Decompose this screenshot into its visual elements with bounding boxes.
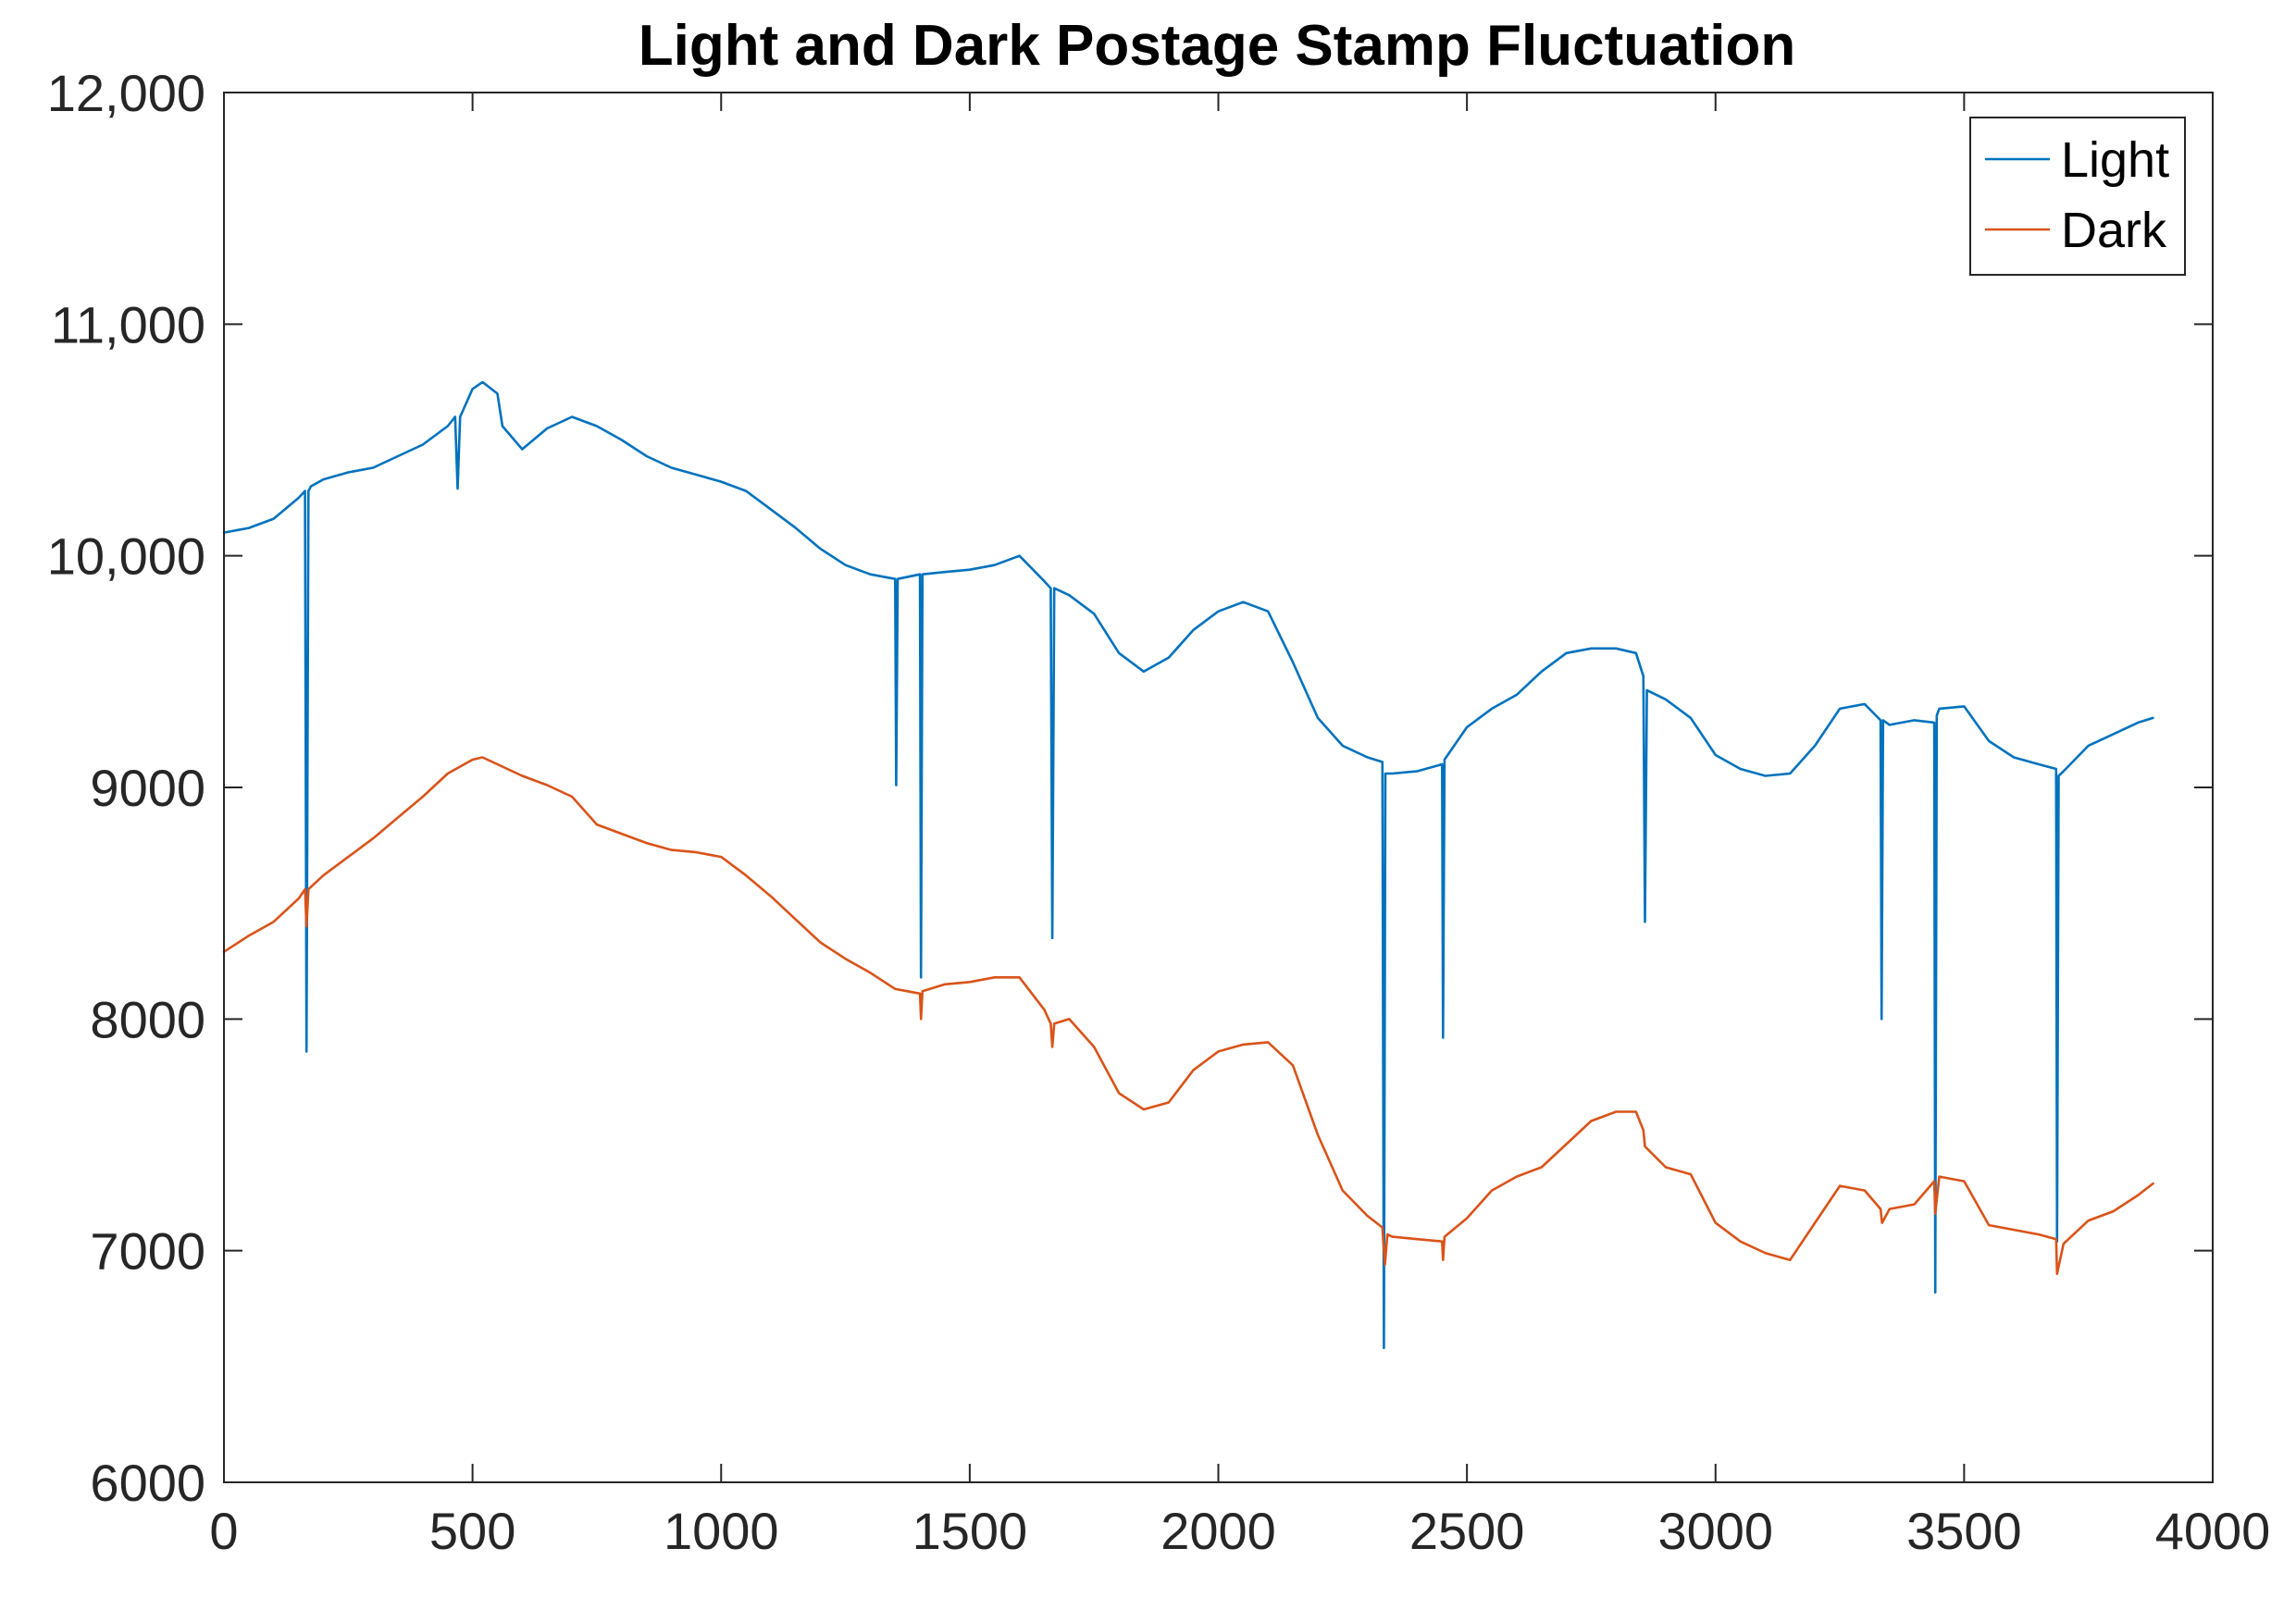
y-tick-label: 12,000 [47,64,205,122]
series-layer [222,380,2154,1350]
legend-label-light: Light [2061,132,2169,188]
x-tick-label: 4000 [2155,1502,2271,1560]
y-tick-label: 9000 [90,759,205,817]
x-tick-label: 1500 [912,1502,1028,1560]
legend: Light Dark [1969,117,2186,276]
chart-title: Light and Dark Postage Stamp Fluctuation [639,14,1795,78]
legend-label-dark: Dark [2061,203,2167,258]
x-tick-label: 500 [429,1502,515,1560]
y-tick-label: 6000 [90,1454,205,1512]
y-tick-label: 11,000 [51,295,205,353]
y-tick-label: 10,000 [47,527,205,586]
series-line-light [222,380,2154,1350]
x-tick-label: 0 [209,1502,238,1560]
axes-layer: 0 500 1000 1500 2000 2500 3000 3500 4000 6000 7000… [47,64,2271,1560]
x-tick-label: 2500 [1409,1502,1525,1560]
x-tick-label: 3500 [1906,1502,2022,1560]
x-tick-label: 1000 [664,1502,779,1560]
legend-box [1969,117,2186,276]
series-line-dark [222,756,2154,1275]
x-tick-label: 3000 [1657,1502,1773,1560]
y-tick-label: 7000 [90,1222,205,1281]
y-tick-label: 8000 [90,990,205,1048]
x-tick-label: 2000 [1160,1502,1276,1560]
